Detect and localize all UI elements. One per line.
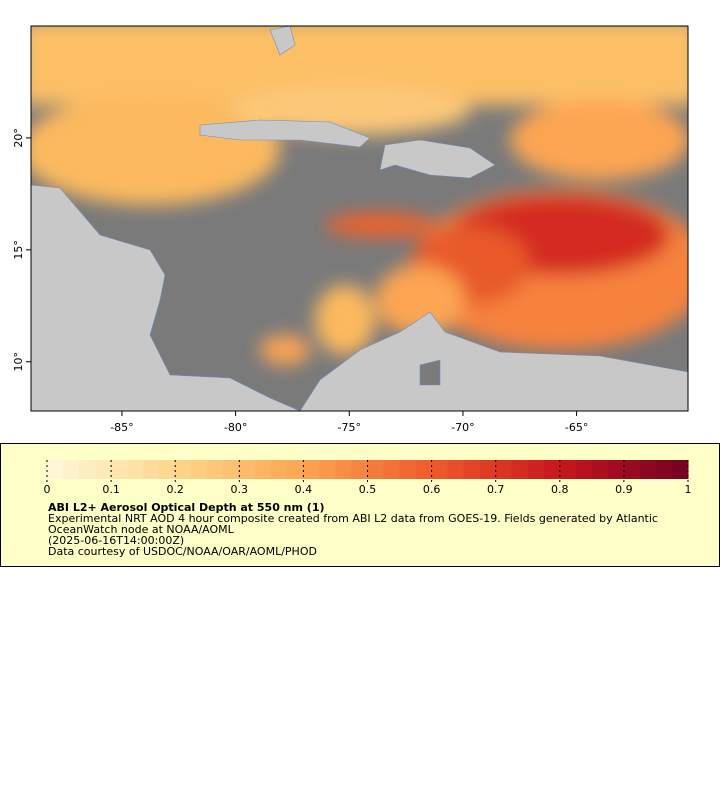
- colorbar-cell: [351, 460, 368, 479]
- colorbar-cell: [239, 460, 256, 479]
- colorbar-cell: [447, 460, 465, 479]
- colorbar-cell: [319, 460, 336, 479]
- colorbar-cell: [543, 460, 561, 479]
- lat-tick-label: 10°: [12, 352, 25, 372]
- colorbar-cell: [383, 460, 401, 479]
- colorbar-cell: [479, 460, 497, 479]
- colorbar-cell: [335, 460, 352, 479]
- colorbar-cell: [175, 460, 192, 479]
- colorbar-cell: [607, 460, 625, 479]
- colorbar-cell: [303, 460, 320, 479]
- lat-tick-label: 20°: [12, 128, 25, 148]
- colorbar: 0 0.1 0.2 0.3 0.4 0.5 0.6 0.7 0.8 0.9 1: [44, 460, 692, 496]
- colorbar-cell: [431, 460, 449, 479]
- colorbar-cell: [415, 460, 433, 479]
- colorbar-cell: [127, 460, 144, 479]
- colorbar-cell: [495, 460, 513, 479]
- colorbar-tick-label: 0.4: [295, 483, 313, 496]
- legend-line: OceanWatch node at NOAA/AOML: [48, 523, 235, 536]
- map-frame: [30, 25, 689, 412]
- colorbar-tick-label: 0.9: [615, 483, 633, 496]
- colorbar-cell: [47, 460, 64, 479]
- colorbar-cell: [287, 460, 304, 479]
- legend-title: ABI L2+ Aerosol Optical Depth at 550 nm …: [48, 501, 325, 514]
- lon-tick-label: -70°: [451, 421, 474, 434]
- colorbar-cell: [159, 460, 176, 479]
- colorbar-tick-label: 0.7: [487, 483, 505, 496]
- colorbar-tick-label: 0.1: [102, 483, 120, 496]
- colorbar-cell: [223, 460, 240, 479]
- axes: -85° -80° -75° -70° -65° 10° 15° 20°: [12, 128, 588, 434]
- colorbar-tick-label: 0.3: [231, 483, 249, 496]
- colorbar-tick-label: 0.2: [166, 483, 184, 496]
- lat-tick-label: 15°: [12, 240, 25, 260]
- colorbar-cell: [95, 460, 112, 479]
- colorbar-cell: [367, 460, 385, 479]
- colorbar-cell: [207, 460, 224, 479]
- colorbar-cell: [623, 460, 641, 479]
- colorbar-cell: [511, 460, 529, 479]
- colorbar-cell: [191, 460, 208, 479]
- map-area: [31, 26, 688, 411]
- colorbar-cell: [63, 460, 80, 479]
- colorbar-cell: [591, 460, 609, 479]
- lon-tick-label: -80°: [224, 421, 247, 434]
- legend-line: Data courtesy of USDOC/NOAA/OAR/AOML/PHO…: [48, 545, 317, 558]
- colorbar-cell: [639, 460, 657, 479]
- colorbar-tick-label: 0.8: [551, 483, 569, 496]
- colorbar-cell: [575, 460, 593, 479]
- colorbar-tick-label: 0.6: [423, 483, 441, 496]
- colorbar-tick-label: 0.5: [359, 483, 377, 496]
- colorbar-tick-label: 1: [685, 483, 692, 496]
- colorbar-tick-label: 0: [44, 483, 51, 496]
- colorbar-cell: [655, 460, 673, 479]
- colorbar-cell: [79, 460, 96, 479]
- legend-line: Experimental NRT AOD 4 hour composite cr…: [48, 512, 658, 525]
- colorbar-cell: [271, 460, 288, 479]
- colorbar-cell: [399, 460, 417, 479]
- colorbar-cell: [559, 460, 577, 479]
- colorbar-cell: [255, 460, 272, 479]
- land: [31, 26, 688, 411]
- colorbar-cell: [527, 460, 545, 479]
- colorbar-cell: [111, 460, 128, 479]
- lon-tick-label: -85°: [110, 421, 133, 434]
- lon-tick-label: -75°: [338, 421, 361, 434]
- lon-tick-label: -65°: [565, 421, 588, 434]
- colorbar-cell: [463, 460, 481, 479]
- colorbar-cell: [671, 460, 689, 479]
- colorbar-cell: [143, 460, 160, 479]
- legend-line: (2025-06-16T14:00:00Z): [48, 534, 184, 547]
